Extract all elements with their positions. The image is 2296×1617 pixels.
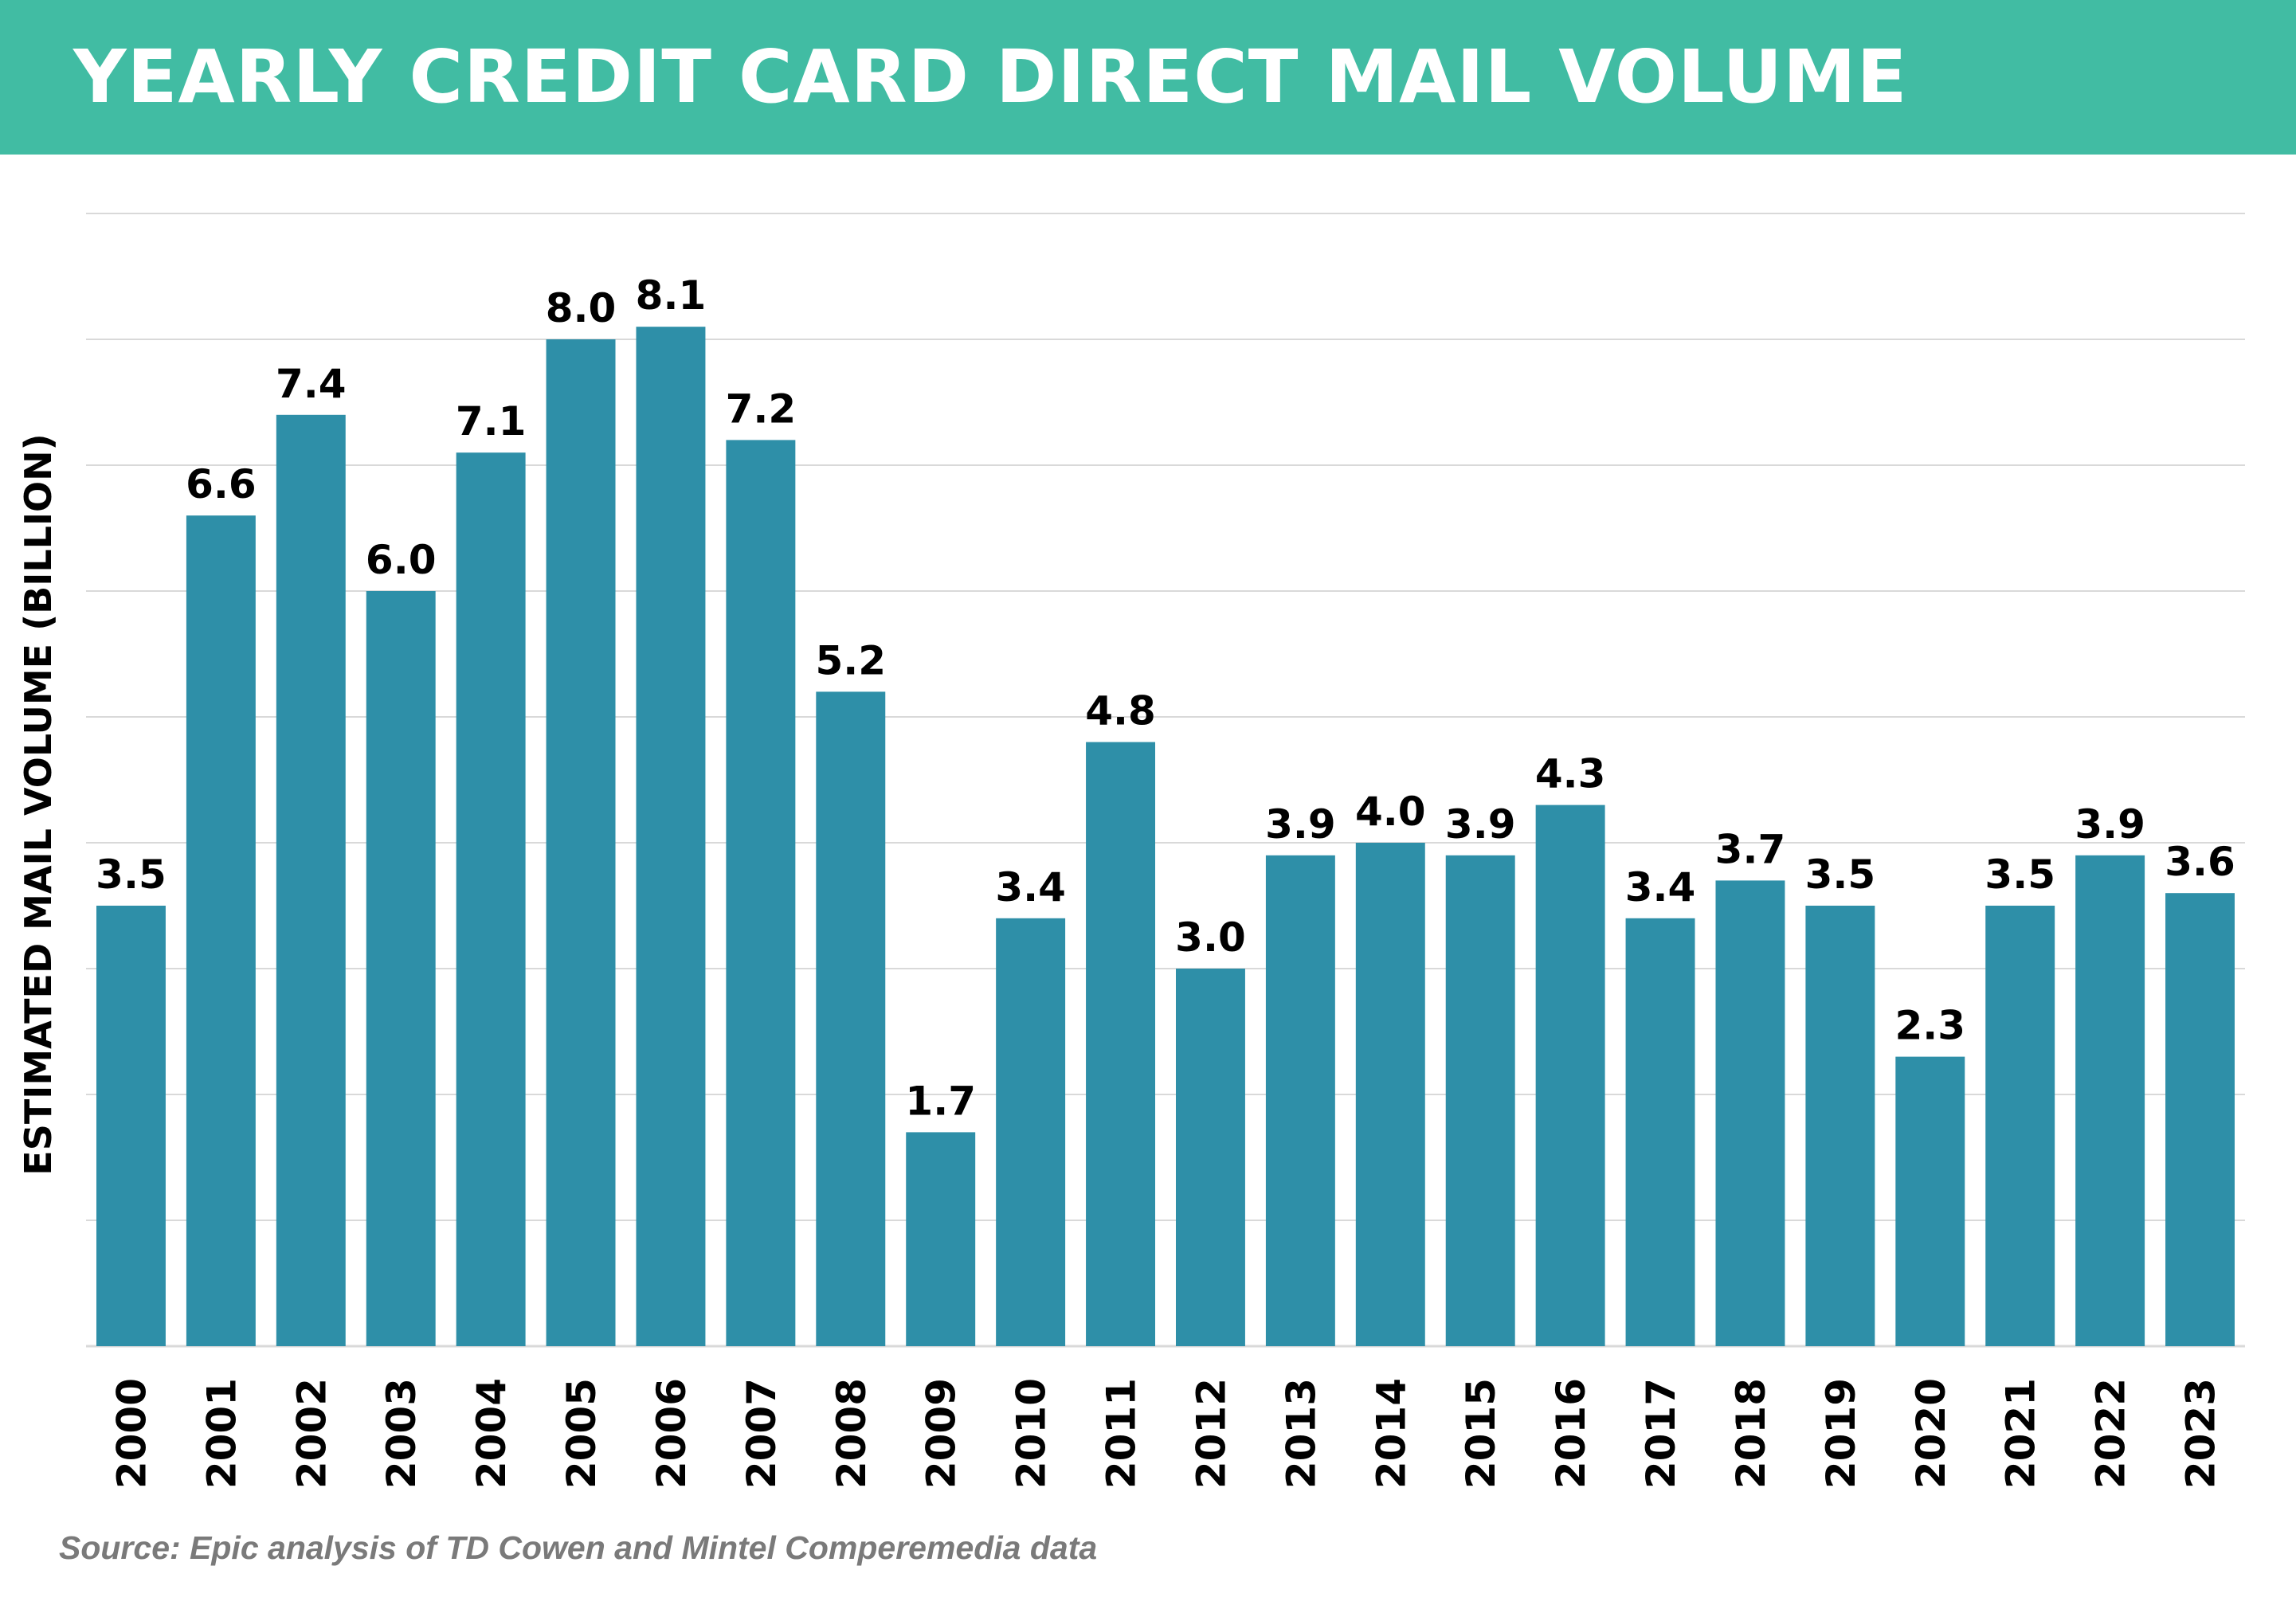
x-tick-label-2006: 2006 bbox=[648, 1378, 695, 1489]
bar-chart: 3.5 6.6 7.4 6.0 7.1 8.0 8.1 7.2 5.2 1.7 3.4 4.8 3.0 3… bbox=[17, 213, 2245, 1489]
bar-2009 bbox=[906, 1132, 976, 1346]
value-label-2023: 3.6 bbox=[2165, 839, 2235, 885]
x-tick-label-2007: 2007 bbox=[739, 1378, 785, 1489]
value-label-2009: 1.7 bbox=[905, 1078, 976, 1124]
value-label-2005: 8.0 bbox=[546, 285, 617, 331]
x-tick-label-2004: 2004 bbox=[468, 1378, 515, 1489]
value-label-2022: 3.9 bbox=[2075, 801, 2145, 848]
page-title: YEARLY CREDIT CARD DIRECT MAIL VOLUME bbox=[73, 34, 1908, 119]
x-tick-label-2011: 2011 bbox=[1099, 1378, 1145, 1489]
bar-2006 bbox=[636, 327, 706, 1347]
value-label-2011: 4.8 bbox=[1085, 688, 1156, 734]
bar-2010 bbox=[996, 918, 1066, 1346]
x-tick-label-2000: 2000 bbox=[108, 1378, 155, 1489]
x-tick-label-2013: 2013 bbox=[1278, 1378, 1324, 1489]
x-tick-label-2016: 2016 bbox=[1548, 1378, 1594, 1489]
value-label-2010: 3.4 bbox=[995, 864, 1066, 910]
x-tick-label-2002: 2002 bbox=[288, 1378, 335, 1489]
bar-2018 bbox=[1715, 880, 1785, 1346]
bar-2000 bbox=[96, 906, 166, 1346]
x-tick-label-2015: 2015 bbox=[1458, 1378, 1504, 1489]
value-label-2007: 7.2 bbox=[726, 386, 797, 432]
x-tick-label-2005: 2005 bbox=[558, 1378, 605, 1489]
bar-2015 bbox=[1445, 855, 1515, 1346]
y-axis-title: ESTIMATED MAIL VOLUME (BILLION) bbox=[17, 433, 60, 1175]
bar-2007 bbox=[726, 440, 796, 1346]
source-note: Source: Epic analysis of TD Cowen and Mi… bbox=[59, 1529, 1098, 1566]
bar-2012 bbox=[1175, 969, 1245, 1346]
bar-2001 bbox=[186, 515, 256, 1347]
x-tick-label-2018: 2018 bbox=[1728, 1378, 1774, 1489]
value-label-2013: 3.9 bbox=[1265, 801, 1336, 848]
value-label-2012: 3.0 bbox=[1175, 914, 1246, 961]
gridlines bbox=[86, 213, 2245, 1348]
value-label-2003: 6.0 bbox=[366, 537, 437, 583]
value-label-2002: 7.4 bbox=[276, 361, 347, 407]
bar-2016 bbox=[1535, 805, 1605, 1346]
value-label-2000: 3.5 bbox=[96, 852, 167, 898]
x-tick-label-2020: 2020 bbox=[1908, 1378, 1954, 1489]
title-banner: YEARLY CREDIT CARD DIRECT MAIL VOLUME bbox=[0, 0, 2296, 155]
x-tick-label-2014: 2014 bbox=[1368, 1378, 1414, 1489]
value-label-2021: 3.5 bbox=[1985, 852, 2055, 898]
bar-2002 bbox=[276, 414, 346, 1346]
bar-2019 bbox=[1805, 906, 1875, 1346]
x-tick-label-2008: 2008 bbox=[829, 1378, 875, 1489]
x-tick-label-2012: 2012 bbox=[1188, 1378, 1234, 1489]
x-tick-label-2003: 2003 bbox=[378, 1378, 425, 1489]
x-tick-label-2023: 2023 bbox=[2178, 1378, 2224, 1489]
bar-2021 bbox=[1985, 906, 2055, 1346]
x-tick-label-2001: 2001 bbox=[198, 1378, 245, 1489]
x-axis-tick-labels: 2000 2001 2002 2003 2004 2005 2006 2007 2008 2009… bbox=[108, 1378, 2224, 1489]
value-label-2004: 7.1 bbox=[456, 398, 527, 444]
value-label-2015: 3.9 bbox=[1445, 801, 1516, 848]
x-tick-label-2009: 2009 bbox=[919, 1378, 965, 1489]
x-tick-label-2019: 2019 bbox=[1818, 1378, 1864, 1489]
value-label-2016: 4.3 bbox=[1535, 751, 1606, 797]
x-tick-label-2010: 2010 bbox=[1009, 1378, 1055, 1489]
value-label-2019: 3.5 bbox=[1805, 852, 1876, 898]
value-label-2001: 6.6 bbox=[186, 461, 257, 507]
bar-2008 bbox=[816, 691, 886, 1346]
value-label-2018: 3.7 bbox=[1715, 826, 1786, 872]
x-tick-label-2021: 2021 bbox=[1998, 1378, 2044, 1489]
bar-2022 bbox=[2075, 855, 2145, 1346]
bar-2023 bbox=[2165, 893, 2235, 1346]
bars bbox=[96, 327, 2235, 1347]
bar-2017 bbox=[1625, 918, 1695, 1346]
value-label-2020: 2.3 bbox=[1895, 1003, 1966, 1049]
bar-2020 bbox=[1895, 1056, 1965, 1346]
bar-2005 bbox=[546, 339, 616, 1346]
x-tick-label-2022: 2022 bbox=[2088, 1378, 2134, 1489]
value-label-2014: 4.0 bbox=[1355, 789, 1426, 835]
value-label-2008: 5.2 bbox=[816, 637, 887, 683]
bar-2004 bbox=[456, 452, 526, 1347]
bar-2011 bbox=[1086, 742, 1156, 1346]
bar-2013 bbox=[1265, 855, 1335, 1346]
value-labels: 3.5 6.6 7.4 6.0 7.1 8.0 8.1 7.2 5.2 1.7 3.4 4.8 3.0 3… bbox=[96, 272, 2235, 1124]
value-label-2017: 3.4 bbox=[1625, 864, 1696, 910]
x-tick-label-2017: 2017 bbox=[1638, 1378, 1684, 1489]
value-label-2006: 8.1 bbox=[636, 272, 707, 319]
bar-2003 bbox=[366, 591, 436, 1346]
bar-2014 bbox=[1355, 843, 1425, 1346]
